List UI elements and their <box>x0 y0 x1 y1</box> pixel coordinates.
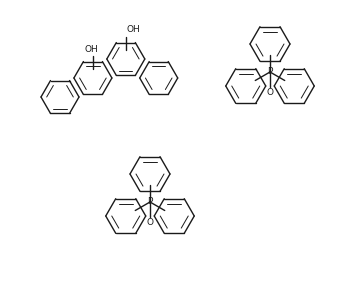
Text: O: O <box>146 218 154 227</box>
Text: P: P <box>267 67 273 76</box>
Text: OH: OH <box>127 25 141 34</box>
Text: O: O <box>267 88 274 97</box>
Text: P: P <box>147 197 153 206</box>
Text: OH: OH <box>84 45 98 54</box>
